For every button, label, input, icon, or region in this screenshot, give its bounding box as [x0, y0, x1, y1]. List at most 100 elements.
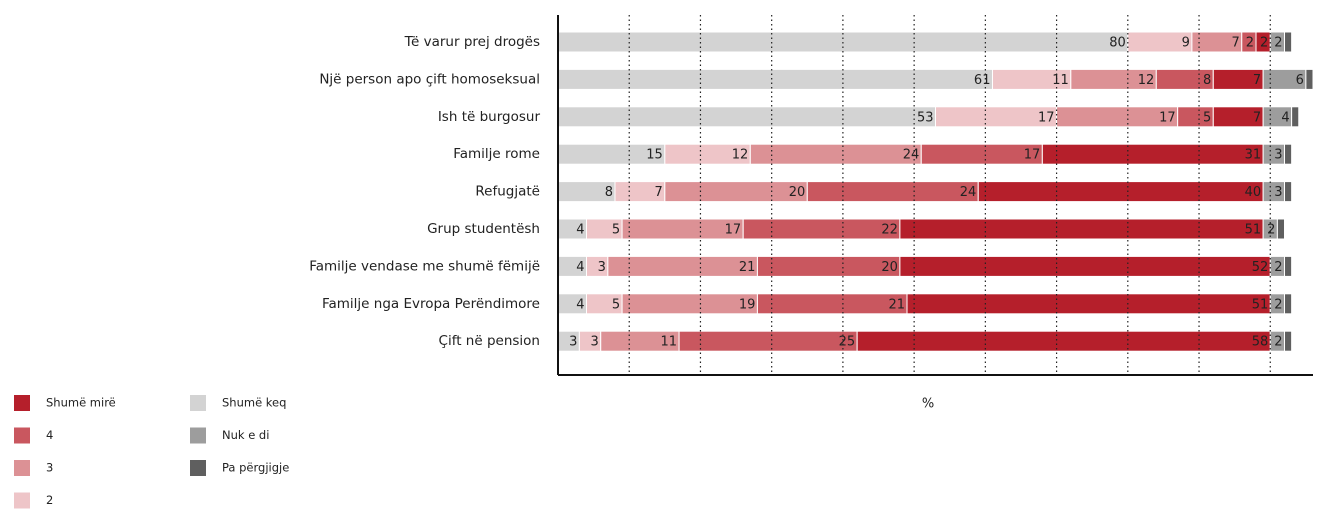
category-label: Grup studentësh: [427, 221, 540, 237]
bar-segment: [1284, 330, 1293, 352]
bar-segment: [1291, 106, 1300, 128]
value-label: 22: [881, 223, 898, 238]
category-label: Çift në pension: [439, 333, 540, 349]
bar-segment: [1284, 293, 1293, 315]
value-label: 3: [1274, 185, 1282, 200]
value-label: 2: [1274, 260, 1282, 275]
bar-segment: [1284, 181, 1293, 203]
value-label: 11: [1052, 73, 1069, 88]
value-label: 31: [1245, 148, 1262, 163]
value-label: 17: [1024, 148, 1041, 163]
category-label: Familje rome: [453, 146, 540, 162]
value-label: 3: [598, 260, 606, 275]
bar-segment: [856, 330, 1271, 352]
value-label: 3: [1274, 148, 1282, 163]
legend-label: 2: [46, 493, 53, 507]
bar-segment: [806, 181, 979, 203]
value-label: 40: [1245, 185, 1262, 200]
bar-segment: [1284, 143, 1293, 165]
legend-label: 3: [46, 461, 53, 475]
bar-segment: [557, 68, 993, 90]
value-label: 17: [725, 223, 742, 238]
legend-label: Nuk e di: [222, 428, 269, 442]
value-label: 4: [576, 223, 584, 238]
bar-segment: [621, 293, 758, 315]
value-label: 3: [590, 335, 598, 350]
value-label: 51: [1245, 223, 1262, 238]
legend-swatch: [190, 460, 206, 476]
value-label: 4: [576, 297, 584, 312]
bar-segment: [1041, 143, 1264, 165]
value-label: 80: [1109, 36, 1126, 51]
category-label: Një person apo çift homoseksual: [319, 71, 540, 87]
bar-segment: [742, 218, 901, 240]
legend-label: Pa përgjigje: [222, 461, 289, 475]
value-label: 8: [605, 185, 613, 200]
value-label: 5: [612, 223, 620, 238]
value-label: 51: [1252, 297, 1269, 312]
bar-segment: [756, 293, 908, 315]
bar-segment: [1305, 68, 1314, 90]
bar-segment: [906, 293, 1271, 315]
bar-segment: [1276, 218, 1286, 240]
value-label: 12: [1138, 73, 1155, 88]
value-label: 4: [576, 260, 584, 275]
legend-swatch: [14, 492, 30, 509]
legend-swatch: [14, 395, 30, 411]
bar-segment: [678, 330, 858, 352]
value-label: 2: [1260, 36, 1268, 51]
value-label: 58: [1252, 335, 1269, 350]
value-label: 24: [960, 185, 977, 200]
bar-segment: [756, 255, 901, 277]
bar-segment: [607, 255, 758, 277]
bar-segment: [749, 143, 922, 165]
value-label: 2: [1274, 36, 1282, 51]
value-label: 17: [1159, 110, 1176, 125]
value-label: 21: [739, 260, 756, 275]
value-label: 25: [839, 335, 856, 350]
category-label: Familje vendase me shumë fëmijë: [309, 258, 540, 274]
category-label: Ish të burgosur: [438, 109, 541, 125]
category-label: Të varur prej drogës: [404, 34, 540, 50]
bar-segment: [1284, 255, 1293, 277]
category-label: Familje nga Evropa Perëndimore: [322, 296, 540, 312]
value-label: 61: [974, 73, 991, 88]
value-label: 4: [1281, 110, 1289, 125]
value-label: 2: [1274, 297, 1282, 312]
bar-segment: [977, 181, 1264, 203]
value-label: 53: [917, 110, 934, 125]
legend-swatch: [14, 460, 30, 476]
value-label: 7: [1253, 73, 1261, 88]
value-label: 15: [646, 148, 663, 163]
value-label: 20: [881, 260, 898, 275]
legend-swatch: [190, 427, 206, 444]
value-label: 52: [1252, 260, 1269, 275]
value-label: 17: [1038, 110, 1055, 125]
value-label: 8: [1203, 73, 1211, 88]
bar-segment: [899, 255, 1271, 277]
category-label: Refugjatë: [475, 184, 540, 200]
legend-label: 4: [46, 428, 53, 442]
value-label: 5: [1203, 110, 1211, 125]
value-label: 7: [1253, 110, 1261, 125]
value-label: 7: [655, 185, 663, 200]
bar-segment: [664, 181, 808, 203]
value-label: 2: [1246, 36, 1254, 51]
bar-segment: [1284, 31, 1293, 53]
value-label: 19: [739, 297, 756, 312]
legend-swatch: [190, 395, 206, 411]
legend-label: Shumë keq: [222, 396, 286, 410]
bar-segment: [899, 218, 1264, 240]
bar-segment: [557, 106, 936, 128]
x-axis-label: %: [922, 397, 934, 412]
value-label: 6: [1296, 73, 1304, 88]
value-label: 20: [789, 185, 806, 200]
legend-swatch: [14, 427, 30, 444]
value-label: 5: [612, 297, 620, 312]
value-label: 2: [1267, 223, 1275, 238]
value-label: 7: [1231, 36, 1239, 51]
value-label: 12: [732, 148, 749, 163]
value-label: 3: [569, 335, 577, 350]
value-label: 21: [888, 297, 905, 312]
